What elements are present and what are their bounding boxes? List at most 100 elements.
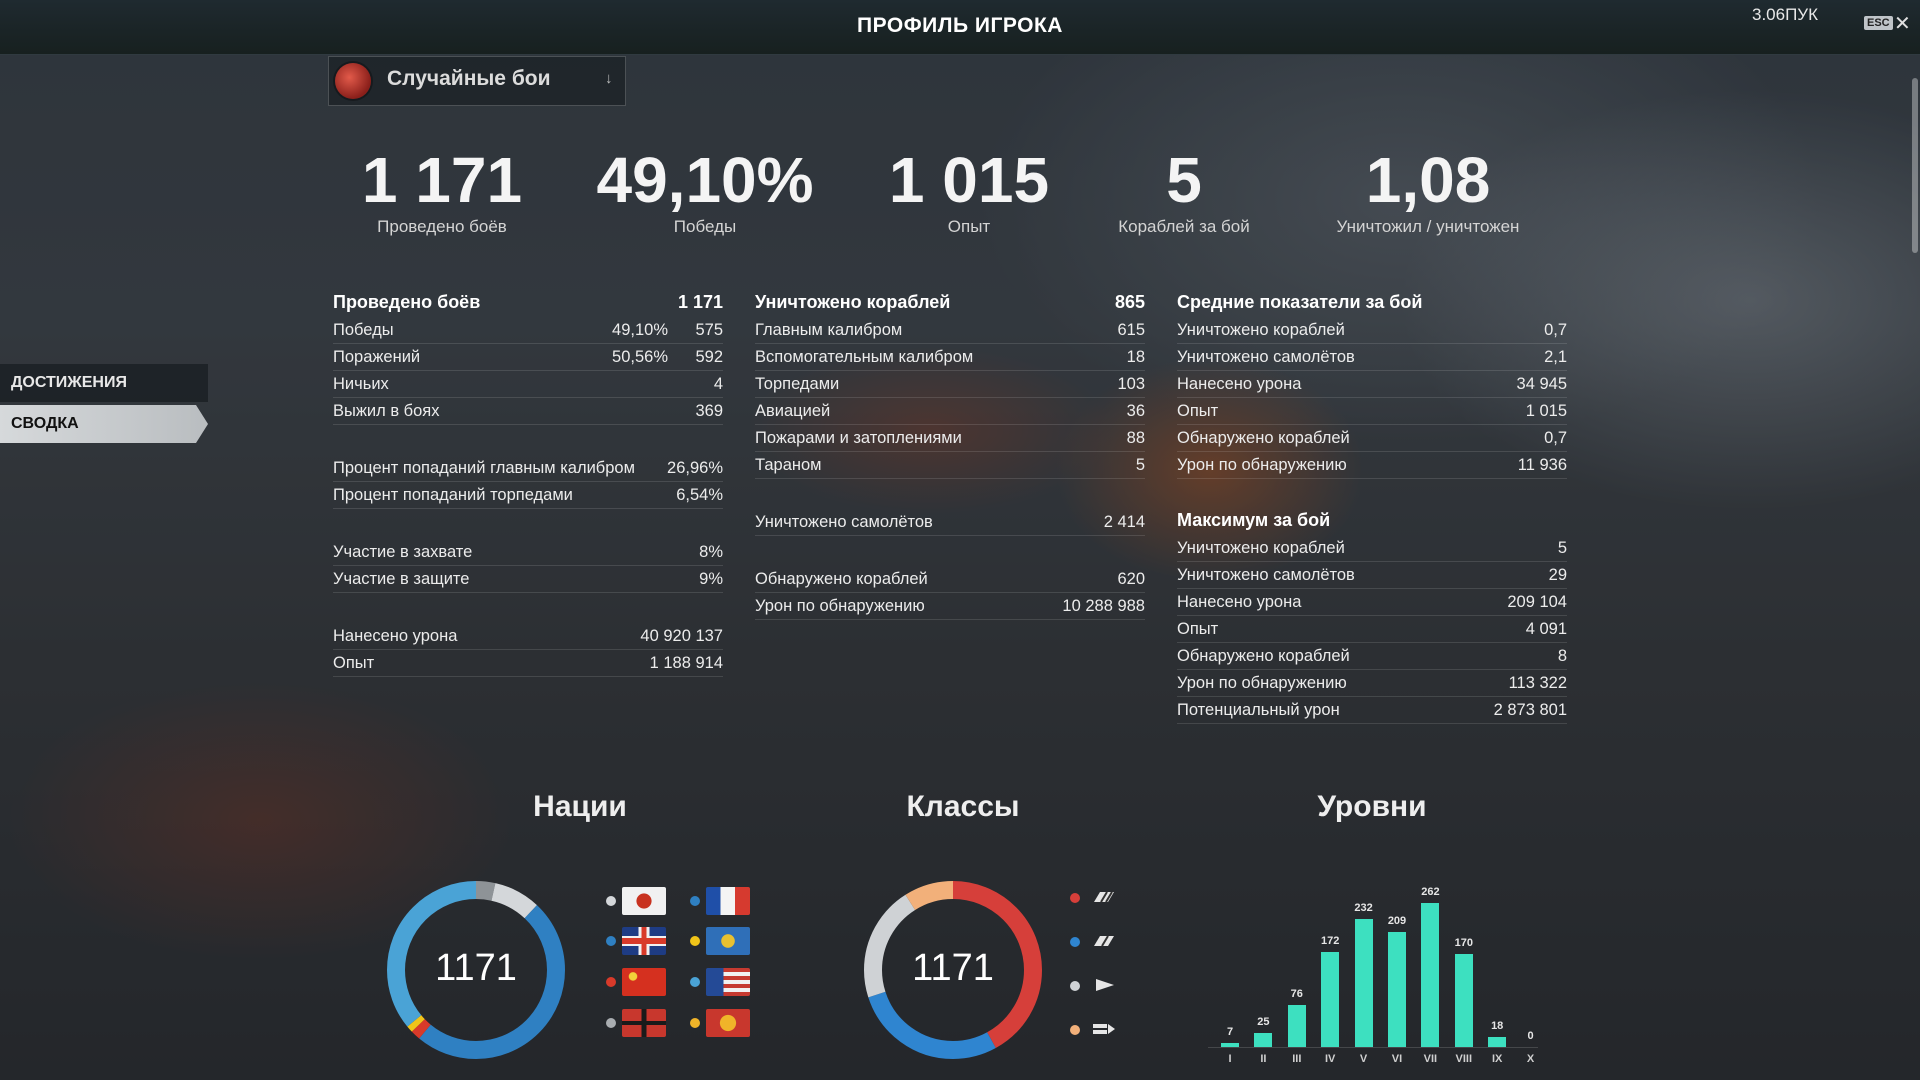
tier-axis-label: IX [1491, 1053, 1503, 1065]
legend-dot [1070, 937, 1080, 947]
tier-bar [1354, 919, 1373, 1047]
kpi-value: 1 171 [361, 144, 523, 216]
tier-bar [1421, 903, 1440, 1047]
kpi-xp: 1 015 Опыт [839, 145, 1099, 237]
destroyer-class-icon [1094, 891, 1114, 903]
tier-bar [1254, 1033, 1273, 1047]
table-row: Ничьих 4 [333, 371, 723, 398]
classes-total: 1171 [912, 947, 994, 989]
legend-dot [690, 896, 700, 906]
legend-dot [606, 896, 616, 906]
esc-key-badge[interactable]: ESC [1864, 16, 1893, 30]
tier-bar [1287, 1005, 1306, 1047]
table-row: Обнаружено кораблей 620 [755, 566, 1145, 593]
kpi-label: Победы [673, 217, 737, 236]
table-row: Опыт 1 188 914 [333, 650, 723, 677]
close-icon[interactable]: ✕ [1894, 13, 1911, 35]
table-row: Пожарами и затоплениями 88 [755, 425, 1145, 452]
table-row: Поражений 50,56% 592 [333, 344, 723, 371]
classes-donut-chart [864, 881, 1042, 1059]
table-row: Опыт 4 091 [1177, 616, 1567, 643]
tier-axis-label: II [1260, 1053, 1267, 1065]
table-row: Процент попаданий главным калибром 26,96% [333, 455, 723, 482]
stats-column-destroyed: Уничтожено кораблей 865 Главным калибром 6… [755, 287, 1145, 620]
legend-dot [690, 977, 700, 987]
tier-value-label: 232 [1354, 902, 1373, 915]
tier-value-label: 7 [1226, 1026, 1234, 1038]
table-row: Выжил в боях 369 [333, 398, 723, 425]
china-flag-icon [622, 968, 666, 996]
tier-bar [1321, 952, 1340, 1047]
tier-axis-label: III [1292, 1053, 1302, 1065]
tier-bar [1221, 1043, 1239, 1047]
sidebar-item-achievements[interactable]: ДОСТИЖЕНИЯ [0, 364, 208, 402]
table-row: Урон по обнаружению 11 936 [1177, 452, 1567, 479]
tier-value-label: 262 [1421, 886, 1440, 898]
nations-total: 1171 [435, 947, 517, 989]
stats-column-general: Проведено боёв 1 171 Победы 49,10% 575 Пора… [333, 287, 723, 677]
table-row: Нанесено урона 209 104 [1177, 589, 1567, 616]
table-row: Уничтожено кораблей 5 [1177, 535, 1567, 562]
legend-dot [606, 1018, 616, 1028]
tiers-title: Уровни [1317, 790, 1427, 823]
kpi-label: Уничтожил / уничтожен [1336, 217, 1520, 236]
kpi-label: Опыт [947, 217, 991, 236]
table-row: Нанесено урона 40 920 137 [333, 623, 723, 650]
legend-dot [606, 977, 616, 987]
donut-segment-battleship [864, 881, 1042, 1059]
kpi-value: 49,10% [596, 144, 814, 216]
chevron-down-icon: ↓ [605, 70, 613, 87]
table-row: Авиацией 36 [755, 398, 1145, 425]
donut-segment-uk [387, 881, 565, 1059]
kpi-value: 1 015 [888, 144, 1050, 216]
table-row: Уничтожено кораблей 0,7 [1177, 317, 1567, 344]
table-row: Победы 49,10% 575 [333, 317, 723, 344]
donut-segment-carrier [864, 881, 1042, 1059]
kpi-label: Проведено боёв [377, 217, 507, 236]
sidebar-item-summary[interactable]: СВОДКА [0, 405, 208, 443]
nations-title: Нации [533, 790, 627, 823]
tier-value-label: 172 [1321, 935, 1340, 948]
top-bar: ПРОФИЛЬ ИГРОКА 3.06ПУК ESC ✕ [0, 0, 1920, 55]
table-row: Уничтожено кораблей 865 [755, 292, 1145, 312]
tier-value-label: 209 [1387, 915, 1407, 928]
donut-segment-cruiser [864, 881, 1042, 1059]
tier-bar [1388, 932, 1406, 1047]
table-row: Участие в захвате 8% [333, 539, 723, 566]
legend-dot [1070, 1025, 1080, 1035]
table-row: Обнаружено кораблей 0,7 [1177, 425, 1567, 452]
nations-donut-chart [387, 881, 565, 1059]
pan-asia-flag-icon [706, 927, 750, 955]
tier-bar [1454, 953, 1473, 1047]
table-row: Вспомогательным калибром 18 [755, 344, 1145, 371]
table-row: Участие в защите 9% [333, 566, 723, 593]
table-row: Торпедами 103 [755, 371, 1145, 398]
stats-column-averages: Средние показатели за бой Уничтожено кор… [1177, 287, 1567, 724]
tier-axis-label: X [1526, 1053, 1535, 1065]
table-row: Нанесено урона 34 945 [1177, 371, 1567, 398]
section-heading: Средние показатели за бой [1177, 292, 1423, 312]
legend-dot [690, 936, 700, 946]
kpi-value: 5 [1166, 144, 1202, 216]
france-flag-icon [706, 887, 750, 915]
table-row: Уничтожено самолётов 2,1 [1177, 344, 1567, 371]
pan-america-flag-icon [706, 1009, 750, 1037]
tiers-baseline [1208, 1047, 1538, 1048]
scrollbar[interactable] [1912, 78, 1918, 253]
random-battles-icon [335, 63, 371, 99]
kpi-label: Кораблей за бой [1118, 217, 1250, 236]
legend-dot [690, 1018, 700, 1028]
tier-axis-label: I [1228, 1053, 1232, 1065]
tier-axis-label: IV [1324, 1053, 1336, 1065]
tier-axis-label: VI [1391, 1053, 1403, 1065]
legend-dot [606, 936, 616, 946]
carrier-class-icon [1093, 1024, 1115, 1034]
section-heading: Максимум за бой [1177, 510, 1331, 530]
tier-value-label: 76 [1290, 988, 1303, 1001]
table-row: Процент попаданий торпедами 6,54% [333, 482, 723, 509]
japan-flag-icon [622, 887, 666, 915]
kpi-value: 1,08 [1365, 144, 1491, 216]
kpi-kd-ratio: 1,08 Уничтожил / уничтожен [1298, 145, 1558, 237]
battle-mode-dropdown[interactable]: Случайные бои ↓ [328, 56, 626, 106]
